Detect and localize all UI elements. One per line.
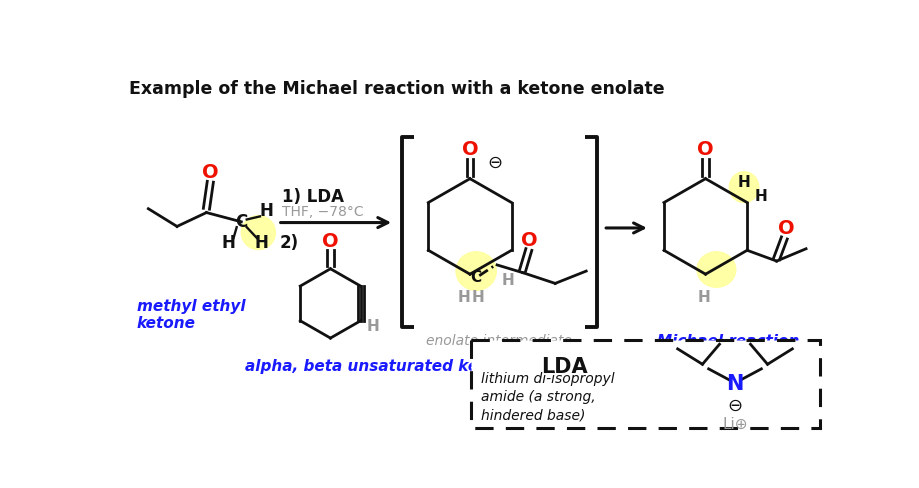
Text: H: H [457,290,470,305]
Text: Li⊕: Li⊕ [721,417,747,432]
FancyBboxPatch shape [471,340,820,428]
Ellipse shape [456,252,495,290]
Text: H: H [221,234,235,252]
Text: N: N [725,374,743,394]
Text: H: H [255,234,268,252]
Text: alpha, beta unsaturated ketone: alpha, beta unsaturated ketone [245,359,516,374]
Text: H: H [259,202,273,220]
Text: H: H [754,189,766,204]
Text: O: O [202,163,219,182]
Text: Michael reaction
product: Michael reaction product [657,334,799,366]
Text: O: O [697,140,713,159]
Text: 1) LDA: 1) LDA [281,188,344,206]
Text: LDA: LDA [540,357,587,377]
Text: ⊖: ⊖ [727,397,742,415]
Text: O: O [520,231,537,250]
Text: H: H [737,175,750,190]
Text: H: H [697,290,709,305]
Text: lithium di-isopropyl
amide (a strong,
hindered base): lithium di-isopropyl amide (a strong, hi… [481,372,614,423]
Text: O: O [777,219,793,238]
Text: 2): 2) [279,234,299,252]
Ellipse shape [729,172,758,203]
Text: O: O [461,140,478,159]
Text: enolate intermediate: enolate intermediate [425,334,572,348]
Text: C: C [471,270,482,285]
Text: C: C [235,213,247,231]
Text: THF, −78°C: THF, −78°C [281,205,363,219]
Text: Example of the Michael reaction with a ketone enolate: Example of the Michael reaction with a k… [129,80,664,98]
Text: H: H [471,290,483,305]
Text: methyl ethyl
ketone: methyl ethyl ketone [137,299,245,331]
Text: H: H [367,320,379,334]
Text: O: O [322,231,338,250]
Ellipse shape [697,252,735,287]
Text: ⊖: ⊖ [487,154,502,172]
Text: H: H [501,273,514,288]
Ellipse shape [241,216,275,249]
